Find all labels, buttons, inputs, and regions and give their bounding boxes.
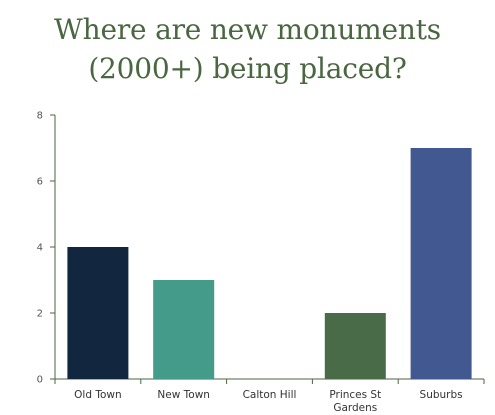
y-tick-label: 4 <box>37 243 43 254</box>
x-tick-label-line: Gardens <box>333 402 377 414</box>
x-tick-label-line: Princes St <box>329 389 381 401</box>
y-tick-label: 2 <box>37 309 43 320</box>
x-tick-label: Old Town <box>74 389 121 401</box>
x-tick-label: Princes St Gardens <box>329 389 381 414</box>
x-tick-label: New Town <box>157 389 210 401</box>
x-tick-label: Suburbs <box>420 389 463 401</box>
bar <box>410 148 472 379</box>
bar <box>67 247 129 379</box>
bar <box>324 313 386 379</box>
y-tick-label: 8 <box>37 111 43 122</box>
chart-title: Where are new monuments (2000+) being pl… <box>0 10 495 88</box>
chart-title-line-1: Where are new monuments <box>54 13 441 46</box>
x-tick-label: Calton Hill <box>243 389 297 401</box>
x-tick-label-line: Suburbs <box>420 389 463 401</box>
y-tick-label: 0 <box>37 375 43 386</box>
y-tick-label: 6 <box>37 177 43 188</box>
chart-title-line-2: (2000+) being placed? <box>88 52 407 85</box>
x-tick-label-line: Old Town <box>74 389 121 401</box>
x-tick-label-line: Calton Hill <box>243 389 297 401</box>
bar <box>153 280 215 379</box>
x-tick-label-line: New Town <box>157 389 210 401</box>
